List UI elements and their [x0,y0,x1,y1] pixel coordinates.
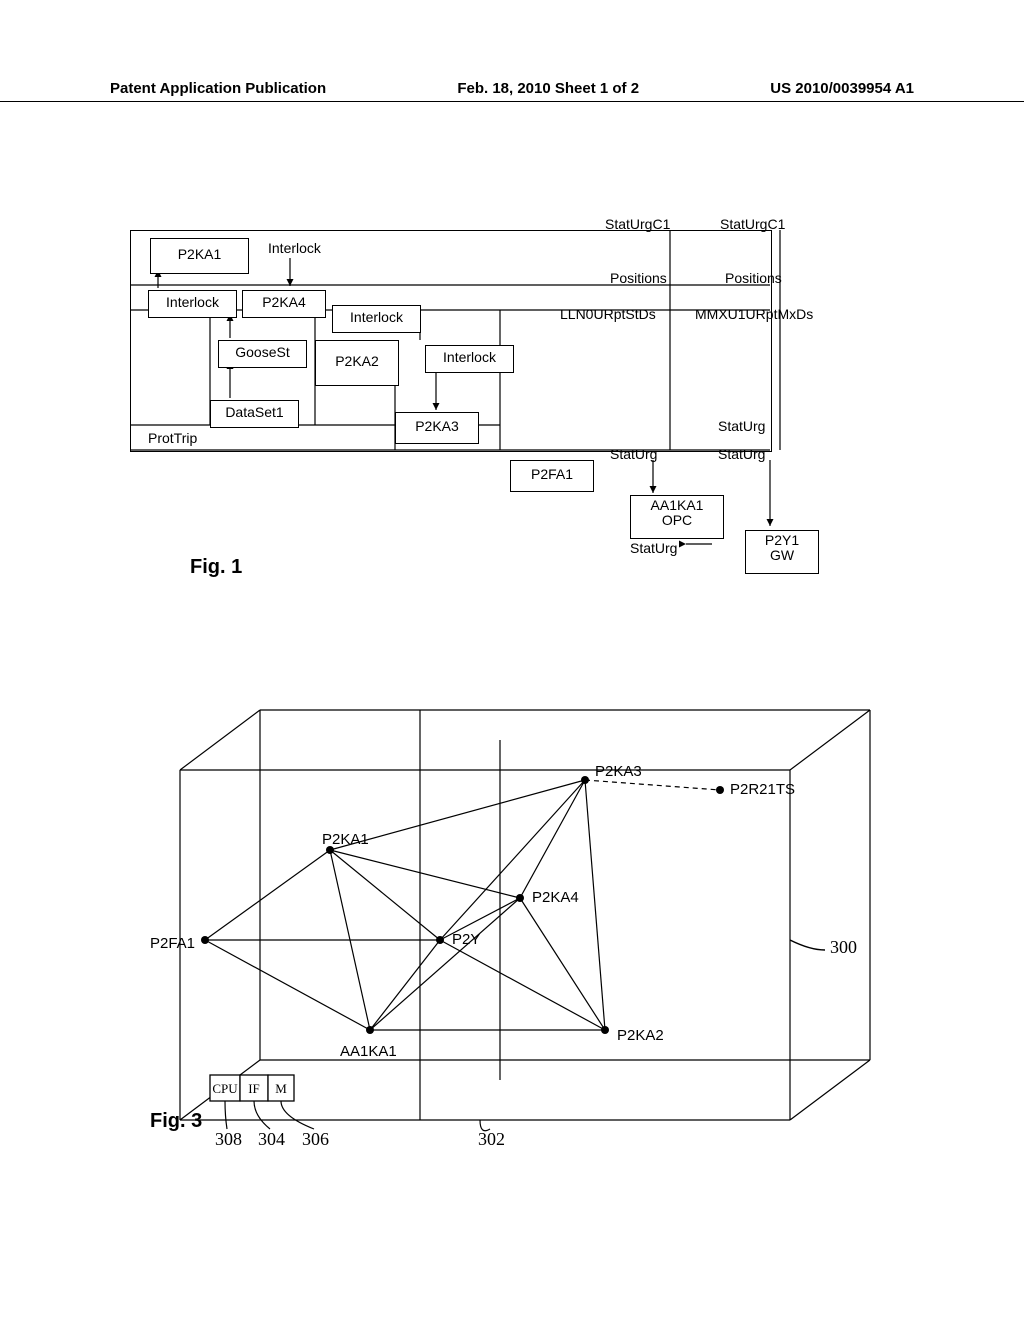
svg-text:P2Y: P2Y [452,931,480,948]
svg-text:306: 306 [302,1129,329,1149]
svg-text:CPU: CPU [212,1081,238,1096]
svg-text:P2KA4: P2KA4 [532,889,579,906]
figure-3-caption: Fig. 3 [150,1110,202,1133]
svg-text:300: 300 [830,937,857,957]
svg-text:304: 304 [258,1129,285,1149]
svg-text:308: 308 [215,1129,242,1149]
svg-text:P2FA1: P2FA1 [150,935,195,952]
svg-text:AA1KA1: AA1KA1 [340,1043,397,1060]
svg-text:P2R21TS: P2R21TS [730,781,795,798]
svg-text:P2KA2: P2KA2 [617,1027,664,1044]
svg-text:IF: IF [248,1081,260,1096]
svg-text:M: M [275,1081,287,1096]
svg-text:302: 302 [478,1129,505,1149]
svg-text:P2KA1: P2KA1 [322,831,369,848]
svg-text:P2KA3: P2KA3 [595,763,642,780]
